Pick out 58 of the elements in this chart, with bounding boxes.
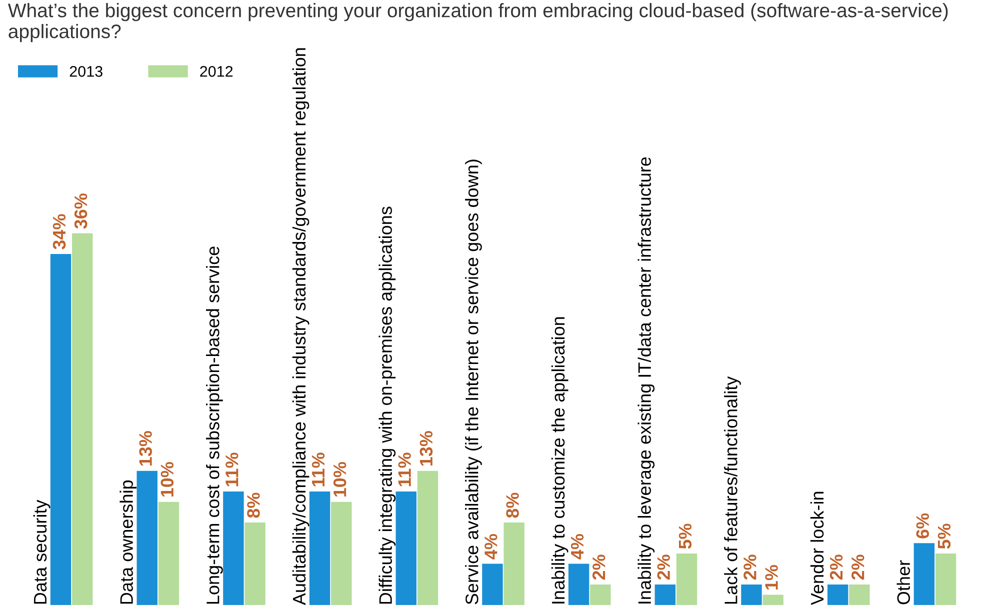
- bar: [417, 470, 438, 606]
- bar: [568, 564, 590, 606]
- data-label: 1%: [765, 565, 778, 590]
- data-label: 36%: [74, 193, 88, 229]
- data-label: 13%: [139, 431, 152, 466]
- bar: [676, 553, 698, 606]
- data-label: 2%: [592, 554, 606, 580]
- bar: [244, 522, 266, 606]
- bar: [50, 254, 72, 606]
- bar: [396, 492, 416, 606]
- data-label: 11%: [398, 452, 411, 486]
- bar: [741, 584, 762, 606]
- bar: [504, 522, 524, 606]
- data-label: 2%: [830, 554, 843, 580]
- x-tick-label: Other: [896, 560, 910, 604]
- bar: [849, 584, 870, 606]
- data-label: 8%: [506, 492, 519, 518]
- x-tick-label: Difficulty integrating with on-premises applications: [378, 206, 396, 604]
- data-label: 8%: [247, 492, 260, 518]
- data-label: 5%: [938, 524, 951, 549]
- data-label: 6%: [916, 513, 930, 538]
- x-tick-label: Auditability/compliance with industry standards/government regulation: [292, 48, 310, 606]
- bar: [654, 584, 676, 606]
- bar: [136, 470, 158, 606]
- bar: [482, 564, 503, 606]
- data-label: 11%: [312, 452, 325, 486]
- bar: [762, 594, 784, 606]
- data-label: 2%: [744, 554, 756, 580]
- x-tick-label: Inability to customize the application: [551, 317, 568, 604]
- bar: [935, 553, 956, 606]
- bar: [72, 233, 93, 606]
- legend-label: 2013: [70, 66, 102, 77]
- data-label: 11%: [226, 452, 238, 486]
- data-label: 10%: [160, 462, 174, 497]
- bar: [223, 492, 244, 606]
- data-label: 4%: [570, 534, 584, 560]
- data-label: 2%: [851, 554, 864, 580]
- bar: [590, 584, 611, 606]
- x-tick-label: Vendor lock-in: [810, 492, 824, 606]
- bar: [309, 492, 330, 606]
- bar: [331, 502, 352, 606]
- x-tick-label: Inability to leverage existing IT/data center infrastructure: [638, 157, 655, 604]
- data-label: 34%: [52, 214, 66, 250]
- data-label: 2%: [657, 554, 670, 580]
- bar: [914, 543, 935, 606]
- x-tick-label: Long-term cost of subscription-based service: [206, 246, 223, 604]
- legend-label: 2012: [200, 66, 233, 77]
- x-tick-label: Data ownership: [120, 480, 137, 604]
- chart-title: What’s the biggest concern preventing your organization from embracing cloud-based (software-as-a-service) applications?: [8, 3, 948, 42]
- data-label: 10%: [333, 462, 346, 497]
- data-label: 4%: [484, 534, 498, 560]
- x-tick-label: Data security: [33, 500, 50, 604]
- data-label: 5%: [678, 524, 692, 549]
- data-label: 13%: [420, 431, 433, 466]
- bar: [158, 502, 180, 606]
- bar: [827, 584, 848, 606]
- x-tick-label: Lack of features/functionality: [724, 376, 741, 604]
- x-tick-label: Service availability (if the Internet or service goes down): [465, 160, 482, 604]
